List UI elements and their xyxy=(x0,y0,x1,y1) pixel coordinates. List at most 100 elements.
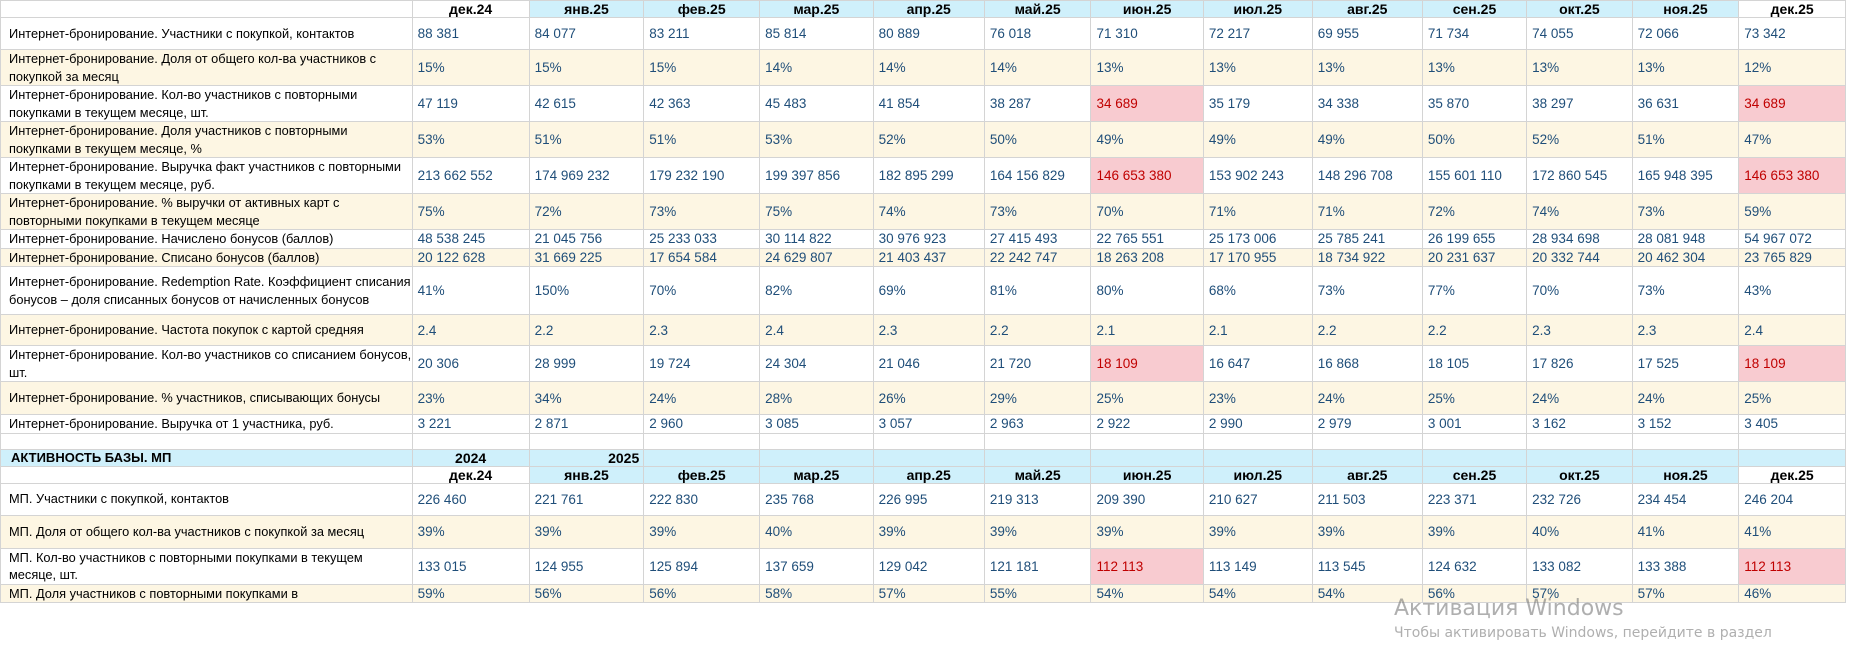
value-cell[interactable]: 164 156 829 xyxy=(983,157,1092,194)
value-cell[interactable]: 47% xyxy=(1738,121,1846,158)
month-header-cell[interactable]: дек.25 xyxy=(1738,0,1846,18)
value-cell[interactable]: 14% xyxy=(983,49,1092,86)
empty-cell[interactable] xyxy=(643,432,761,450)
value-cell[interactable]: 23 765 829 xyxy=(1738,247,1846,267)
value-cell[interactable]: 150% xyxy=(528,266,645,315)
empty-cell[interactable] xyxy=(1421,432,1528,450)
value-cell[interactable]: 18 109 xyxy=(1738,345,1846,382)
value-cell[interactable]: 50% xyxy=(983,121,1092,158)
value-cell[interactable]: 35 870 xyxy=(1421,85,1528,122)
value-cell[interactable]: 83 211 xyxy=(643,17,761,50)
row-label-cell[interactable]: МП. Доля участников с повторными покупка… xyxy=(0,583,413,603)
value-cell[interactable]: 2.2 xyxy=(1311,314,1423,346)
value-cell[interactable]: 39% xyxy=(1421,514,1528,549)
year-2025-cell[interactable]: 2025 xyxy=(528,448,645,467)
value-cell[interactable]: 39% xyxy=(1202,514,1313,549)
row-label-cell[interactable]: МП. Участники с покупкой, контактов xyxy=(0,482,413,516)
value-cell[interactable]: 22 765 551 xyxy=(1090,229,1204,249)
value-cell[interactable]: 2 963 xyxy=(983,414,1092,434)
value-cell[interactable]: 77% xyxy=(1421,266,1528,315)
value-cell[interactable]: 73% xyxy=(983,193,1092,230)
month-header-cell[interactable]: май.25 xyxy=(983,0,1092,18)
month-header-cell[interactable]: авг.25 xyxy=(1311,0,1423,18)
value-cell[interactable]: 19 724 xyxy=(643,345,761,382)
month-header-cell[interactable]: фев.25 xyxy=(643,0,761,18)
empty-header-cell[interactable] xyxy=(1421,448,1528,467)
row-label-cell[interactable]: Интернет-бронирование. Доля участников с… xyxy=(0,121,413,158)
value-cell[interactable]: 72% xyxy=(1421,193,1528,230)
value-cell[interactable]: 3 001 xyxy=(1421,414,1528,434)
value-cell[interactable]: 39% xyxy=(872,514,985,549)
value-cell[interactable]: 221 761 xyxy=(528,482,645,516)
value-cell[interactable]: 39% xyxy=(983,514,1092,549)
value-cell[interactable]: 42 615 xyxy=(528,85,645,122)
value-cell[interactable]: 246 204 xyxy=(1738,482,1846,516)
value-cell[interactable]: 234 454 xyxy=(1631,482,1740,516)
value-cell[interactable]: 41% xyxy=(411,266,530,315)
empty-cell[interactable] xyxy=(1526,432,1633,450)
empty-cell[interactable] xyxy=(759,432,874,450)
value-cell[interactable]: 53% xyxy=(759,121,874,158)
value-cell[interactable]: 13% xyxy=(1421,49,1528,86)
value-cell[interactable]: 70% xyxy=(643,266,761,315)
value-cell[interactable]: 49% xyxy=(1202,121,1313,158)
value-cell[interactable]: 226 460 xyxy=(411,482,530,516)
value-cell[interactable]: 28 999 xyxy=(528,345,645,382)
value-cell[interactable]: 211 503 xyxy=(1311,482,1423,516)
row-label-cell[interactable]: Интернет-бронирование. % выручки от акти… xyxy=(0,193,413,230)
month-header-cell[interactable]: сен.25 xyxy=(1421,0,1528,18)
value-cell[interactable]: 71% xyxy=(1311,193,1423,230)
row-label-cell[interactable]: Интернет-бронирование. % участников, спи… xyxy=(0,381,413,415)
empty-cell[interactable] xyxy=(411,432,530,450)
value-cell[interactable]: 223 371 xyxy=(1421,482,1528,516)
value-cell[interactable]: 113 545 xyxy=(1311,547,1423,585)
value-cell[interactable]: 21 046 xyxy=(872,345,985,382)
value-cell[interactable]: 21 720 xyxy=(983,345,1092,382)
month-header-cell[interactable]: фев.25 xyxy=(643,465,761,484)
value-cell[interactable]: 17 170 955 xyxy=(1202,247,1313,267)
month-header-cell[interactable]: окт.25 xyxy=(1526,465,1633,484)
empty-cell[interactable] xyxy=(872,432,985,450)
value-cell[interactable]: 43% xyxy=(1738,266,1846,315)
value-cell[interactable]: 146 653 380 xyxy=(1090,157,1204,194)
header-label-cell[interactable] xyxy=(0,0,413,18)
value-cell[interactable]: 28 081 948 xyxy=(1631,229,1740,249)
row-label-cell[interactable]: Интернет-бронирование. Начислено бонусов… xyxy=(0,229,413,249)
section-title[interactable]: АКТИВНОСТЬ БАЗЫ. МП xyxy=(0,448,413,467)
value-cell[interactable]: 25% xyxy=(1090,381,1204,415)
empty-cell[interactable] xyxy=(1631,432,1740,450)
value-cell[interactable]: 73% xyxy=(643,193,761,230)
value-cell[interactable]: 113 149 xyxy=(1202,547,1313,585)
value-cell[interactable]: 72% xyxy=(528,193,645,230)
value-cell[interactable]: 13% xyxy=(1631,49,1740,86)
value-cell[interactable]: 81% xyxy=(983,266,1092,315)
value-cell[interactable]: 3 085 xyxy=(759,414,874,434)
value-cell[interactable]: 34% xyxy=(528,381,645,415)
value-cell[interactable]: 51% xyxy=(643,121,761,158)
value-cell[interactable]: 22 242 747 xyxy=(983,247,1092,267)
month-header-cell[interactable]: дек.24 xyxy=(411,465,530,484)
row-label-cell[interactable]: Интернет-бронирование. Redemption Rate. … xyxy=(0,266,413,315)
value-cell[interactable]: 16 868 xyxy=(1311,345,1423,382)
value-cell[interactable]: 42 363 xyxy=(643,85,761,122)
row-label-cell[interactable]: Интернет-бронирование. Частота покупок с… xyxy=(0,314,413,346)
value-cell[interactable]: 56% xyxy=(1421,583,1528,603)
value-cell[interactable]: 112 113 xyxy=(1090,547,1204,585)
value-cell[interactable]: 2.1 xyxy=(1202,314,1313,346)
value-cell[interactable]: 29% xyxy=(983,381,1092,415)
value-cell[interactable]: 16 647 xyxy=(1202,345,1313,382)
month-header-cell[interactable]: янв.25 xyxy=(528,465,645,484)
value-cell[interactable]: 172 860 545 xyxy=(1526,157,1633,194)
value-cell[interactable]: 222 830 xyxy=(643,482,761,516)
empty-cell[interactable] xyxy=(983,432,1092,450)
value-cell[interactable]: 41% xyxy=(1738,514,1846,549)
month-header-cell[interactable]: июн.25 xyxy=(1090,0,1204,18)
value-cell[interactable]: 2 979 xyxy=(1311,414,1423,434)
value-cell[interactable]: 69 955 xyxy=(1311,17,1423,50)
value-cell[interactable]: 20 231 637 xyxy=(1421,247,1528,267)
value-cell[interactable]: 2.3 xyxy=(1526,314,1633,346)
month-header-cell[interactable]: мар.25 xyxy=(759,465,874,484)
value-cell[interactable]: 13% xyxy=(1090,49,1204,86)
value-cell[interactable]: 30 976 923 xyxy=(872,229,985,249)
value-cell[interactable]: 146 653 380 xyxy=(1738,157,1846,194)
